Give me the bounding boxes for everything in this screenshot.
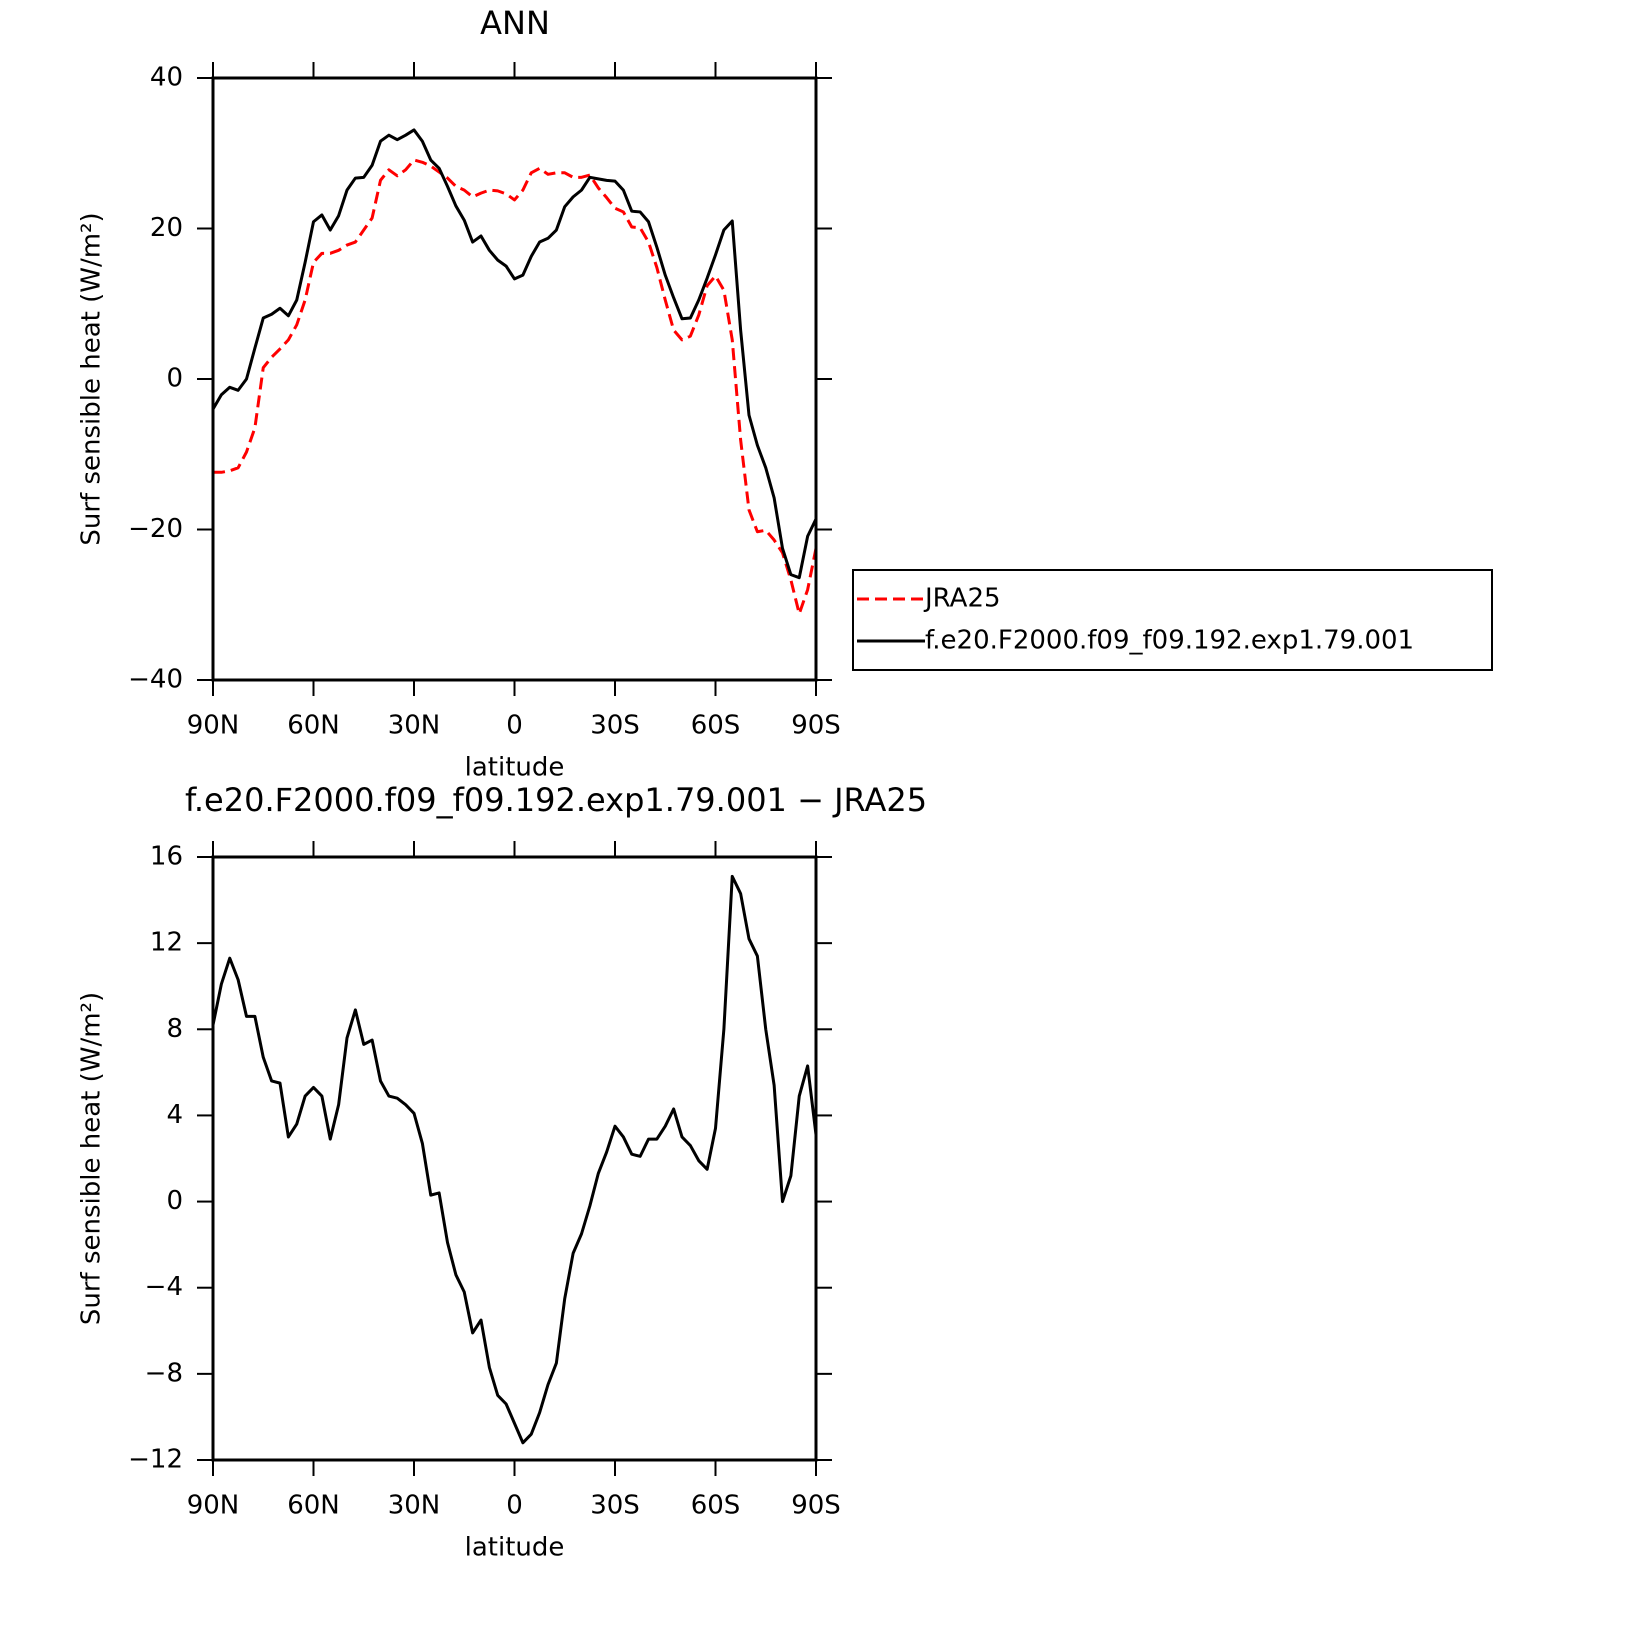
x-tick-label: 90S xyxy=(791,1491,841,1521)
data-line xyxy=(213,158,816,616)
plot-frame xyxy=(211,76,818,682)
y-tick-label: 40 xyxy=(150,63,183,93)
x-tick-label: 30S xyxy=(590,1491,640,1521)
x-tick-label: 90N xyxy=(187,1491,240,1521)
x-tick-label: 90S xyxy=(791,711,841,741)
chart-title: ANN xyxy=(480,4,550,42)
y-tick-label: 8 xyxy=(166,1014,183,1044)
y-tick-label: −20 xyxy=(128,514,183,544)
x-tick-label: 90N xyxy=(187,711,240,741)
x-tick-label: 0 xyxy=(506,1491,523,1521)
y-tick-label: 0 xyxy=(166,1186,183,1216)
legend-label: f.e20.F2000.f09_f09.192.exp1.79.001 xyxy=(925,626,1414,656)
x-tick-label: 30S xyxy=(590,711,640,741)
y-tick-label: 0 xyxy=(166,364,183,394)
y-axis-label: Surf sensible heat (W/m²) xyxy=(77,212,107,545)
y-tick-label: 12 xyxy=(150,928,183,958)
x-tick-label: 60N xyxy=(287,1491,340,1521)
y-tick-label: −40 xyxy=(128,665,183,695)
data-line xyxy=(213,128,816,580)
x-tick-label: 30N xyxy=(388,1491,441,1521)
x-tick-label: 30N xyxy=(388,711,441,741)
x-tick-label: 60S xyxy=(691,711,741,741)
y-tick-label: −4 xyxy=(145,1272,183,1302)
x-axis-label: latitude xyxy=(465,1533,565,1563)
y-tick-label: −8 xyxy=(145,1358,183,1388)
legend-label: JRA25 xyxy=(923,584,1001,614)
x-tick-label: 0 xyxy=(506,711,523,741)
x-axis-label: latitude xyxy=(465,753,565,783)
legend-box xyxy=(852,569,1493,671)
y-tick-label: −12 xyxy=(128,1445,183,1475)
y-axis-label: Surf sensible heat (W/m²) xyxy=(77,992,107,1325)
plot-frame xyxy=(211,855,818,1462)
x-tick-label: 60N xyxy=(287,711,340,741)
y-tick-label: 16 xyxy=(150,842,183,872)
y-tick-label: 20 xyxy=(150,213,183,243)
chart-title: f.e20.F2000.f09_f09.192.exp1.79.001 − JR… xyxy=(185,781,927,819)
x-tick-label: 60S xyxy=(691,1491,741,1521)
data-line xyxy=(213,874,816,1445)
y-tick-label: 4 xyxy=(166,1100,183,1130)
